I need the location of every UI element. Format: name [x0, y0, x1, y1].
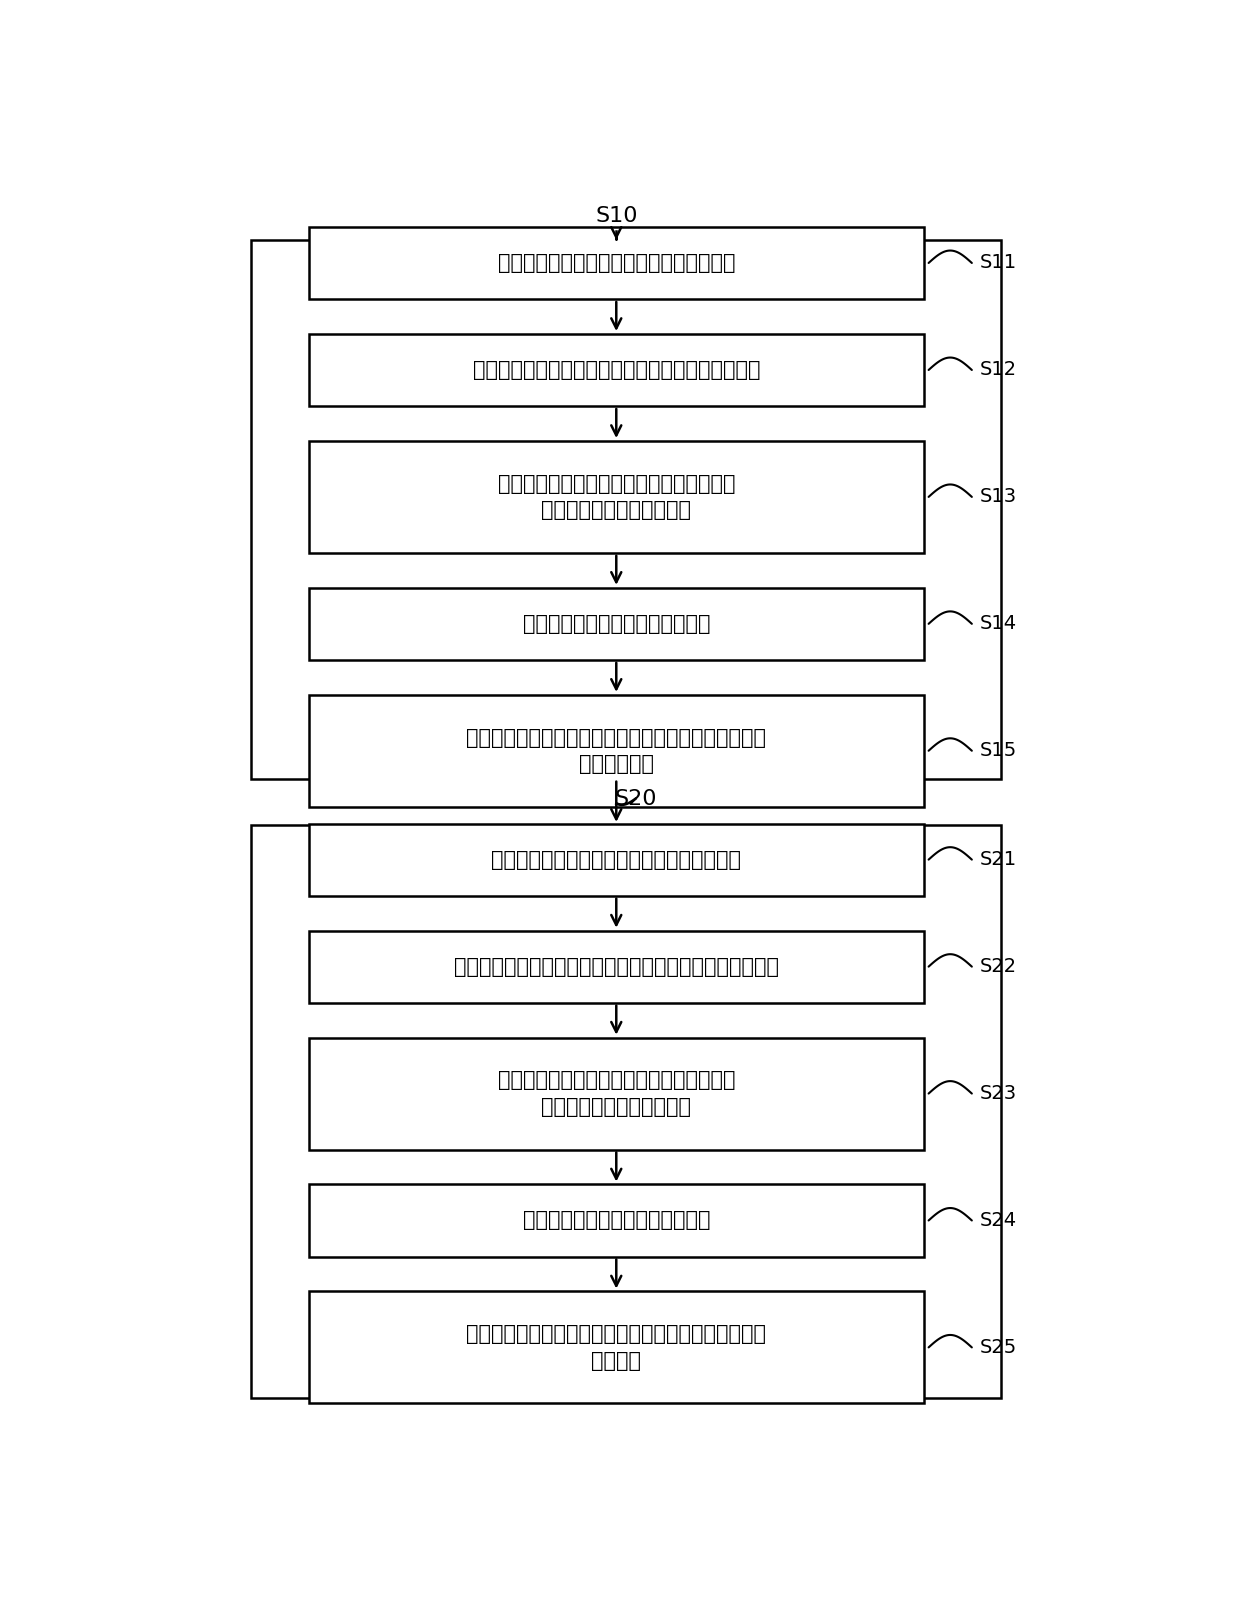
Text: 根据第一视频切换请求信号将内网显示界面切换成公网
视频显示界面: 根据第一视频切换请求信号将内网显示界面切换成公网 视频显示界面 — [466, 727, 766, 774]
Text: 在公网模式下处理经内网模式处理的数据业务: 在公网模式下处理经内网模式处理的数据业务 — [491, 850, 742, 869]
Text: 根据公网激活信号激活公网计算机: 根据公网激活信号激活公网计算机 — [522, 614, 711, 633]
Bar — [309, 335, 924, 406]
Text: S14: S14 — [980, 614, 1017, 633]
Bar — [309, 1291, 924, 1403]
Bar — [250, 824, 1001, 1398]
Bar — [250, 239, 1001, 779]
Text: S23: S23 — [980, 1084, 1017, 1104]
Text: S24: S24 — [980, 1210, 1017, 1230]
Text: 根据接收的第二控制指令生成内网反馈信号
以及第二视频切换请求信号: 根据接收的第二控制指令生成内网反馈信号 以及第二视频切换请求信号 — [497, 1070, 735, 1117]
Text: S12: S12 — [980, 360, 1017, 380]
Bar — [309, 824, 924, 895]
Text: S10: S10 — [595, 207, 637, 226]
Text: S21: S21 — [980, 850, 1017, 869]
Text: 根据内网反馈信号激活内网计算机: 根据内网反馈信号激活内网计算机 — [522, 1210, 711, 1230]
Bar — [309, 226, 924, 299]
Text: 在内网模式下处理数据业务及反馈数据业务: 在内网模式下处理数据业务及反馈数据业务 — [497, 254, 735, 273]
Bar — [309, 1185, 924, 1257]
Text: 根据接收的第一控制指令生成公网激活信号
以及第一视频切换请求信号: 根据接收的第一控制指令生成公网激活信号 以及第一视频切换请求信号 — [497, 473, 735, 520]
Text: S22: S22 — [980, 957, 1017, 976]
Text: 在公网模式处理数据业务后向第二继电器发送第二控制指令: 在公网模式处理数据业务后向第二继电器发送第二控制指令 — [454, 957, 779, 976]
Text: S20: S20 — [614, 789, 657, 808]
Bar — [309, 588, 924, 659]
Bar — [309, 1037, 924, 1149]
Text: 在内网模式处理完后向第一继电器发送第一控制指令: 在内网模式处理完后向第一继电器发送第一控制指令 — [472, 360, 760, 380]
Text: 根据第二视频切换请求信号将公网显示界面切换成内网
显示界面: 根据第二视频切换请求信号将公网显示界面切换成内网 显示界面 — [466, 1324, 766, 1370]
Text: S25: S25 — [980, 1338, 1017, 1357]
Bar — [309, 931, 924, 1002]
Text: S11: S11 — [980, 254, 1017, 273]
Text: S15: S15 — [980, 742, 1017, 760]
Bar — [309, 441, 924, 553]
Text: S13: S13 — [980, 488, 1017, 506]
Bar — [309, 695, 924, 806]
